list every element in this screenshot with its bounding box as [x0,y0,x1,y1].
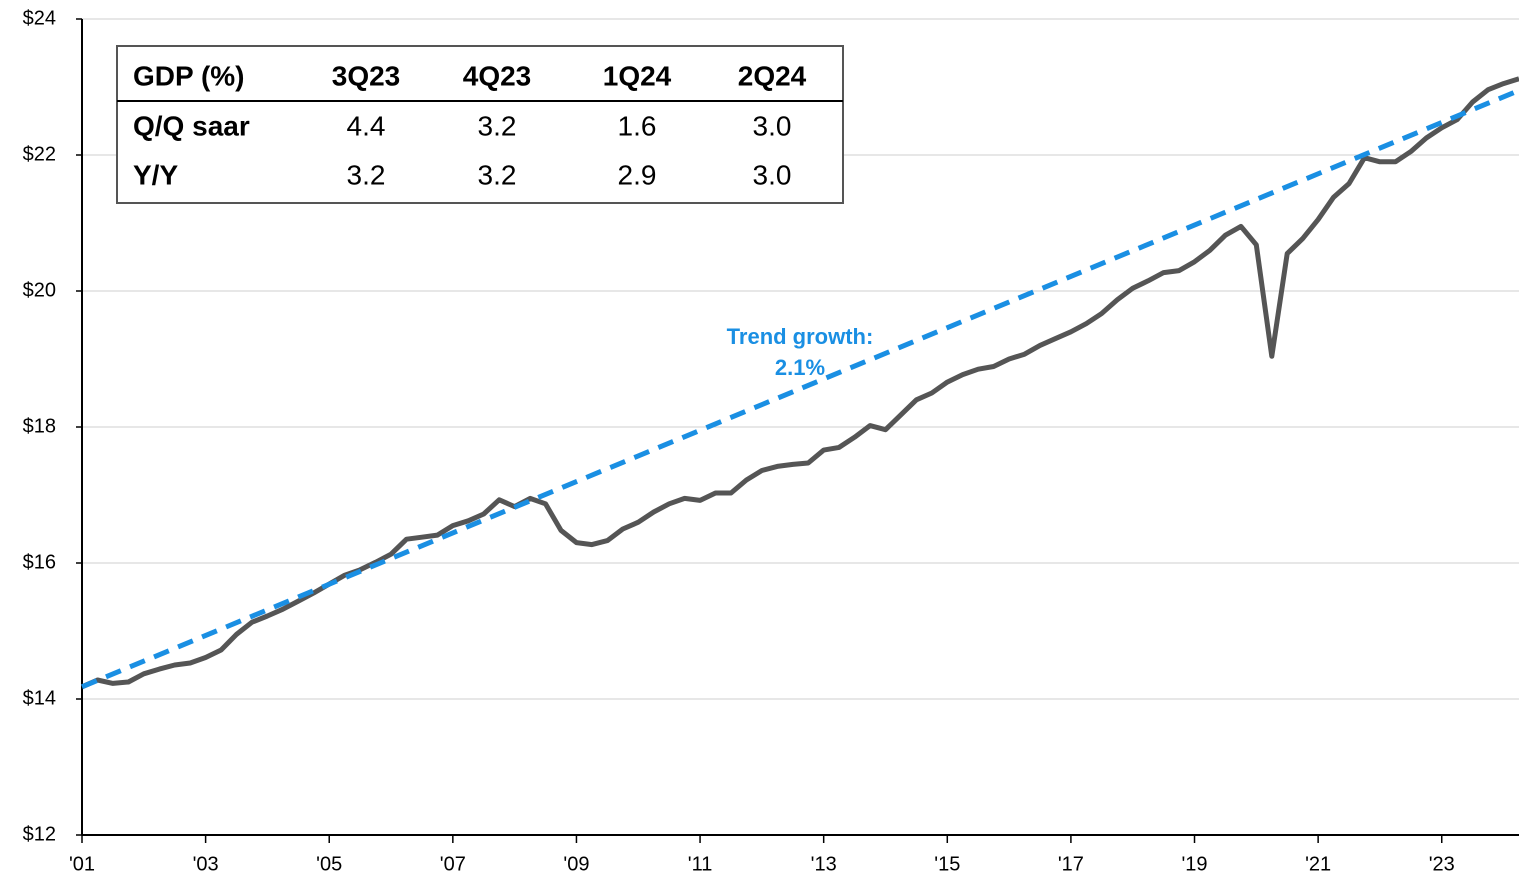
y-tick-label: $24 [23,7,56,29]
table-box [116,45,844,204]
annotation: 2.1% [775,355,825,380]
x-tick-label: '17 [1058,853,1084,875]
table-cell: 1.6 [618,110,657,141]
x-tick-label: '23 [1429,853,1455,875]
table-cell: 4.4 [347,110,386,141]
x-tick-label: '07 [440,853,466,875]
y-tick-label: $18 [23,415,56,437]
table-cell: 2.9 [618,159,657,190]
y-tick-label: $16 [23,551,56,573]
table-cell: 3.2 [478,110,517,141]
table-header: 2Q24 [738,60,807,91]
table-header: 3Q23 [332,60,401,91]
x-tick-label: '01 [69,853,95,875]
x-tick-label: '13 [811,853,837,875]
x-tick-label: '03 [193,853,219,875]
table-cell: 3.2 [347,159,386,190]
x-tick-label: '09 [563,853,589,875]
table-cell: Y/Y [133,159,178,190]
table-header: 1Q24 [603,60,672,91]
y-tick-label: $20 [23,279,56,301]
x-tick-label: '15 [934,853,960,875]
table-header: 4Q23 [463,60,532,91]
y-tick-label: $22 [23,143,56,165]
gdp-line [80,76,1519,690]
annotation: Trend growth: [727,324,874,349]
table-cell: 3.0 [753,110,792,141]
y-tick-label: $14 [23,687,56,709]
table-cell: 3.0 [753,159,792,190]
x-tick-label: '05 [316,853,342,875]
x-tick-label: '21 [1305,853,1331,875]
y-tick-label: $12 [23,823,56,845]
x-tick-label: '11 [688,853,713,875]
table-cell: Q/Q saar [133,110,250,141]
table-header: GDP (%) [133,60,245,91]
table-cell: 3.2 [478,159,517,190]
x-tick-label: '19 [1181,853,1207,875]
